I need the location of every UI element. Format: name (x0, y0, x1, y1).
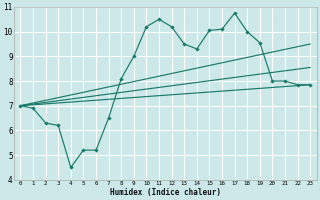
X-axis label: Humidex (Indice chaleur): Humidex (Indice chaleur) (110, 188, 221, 197)
